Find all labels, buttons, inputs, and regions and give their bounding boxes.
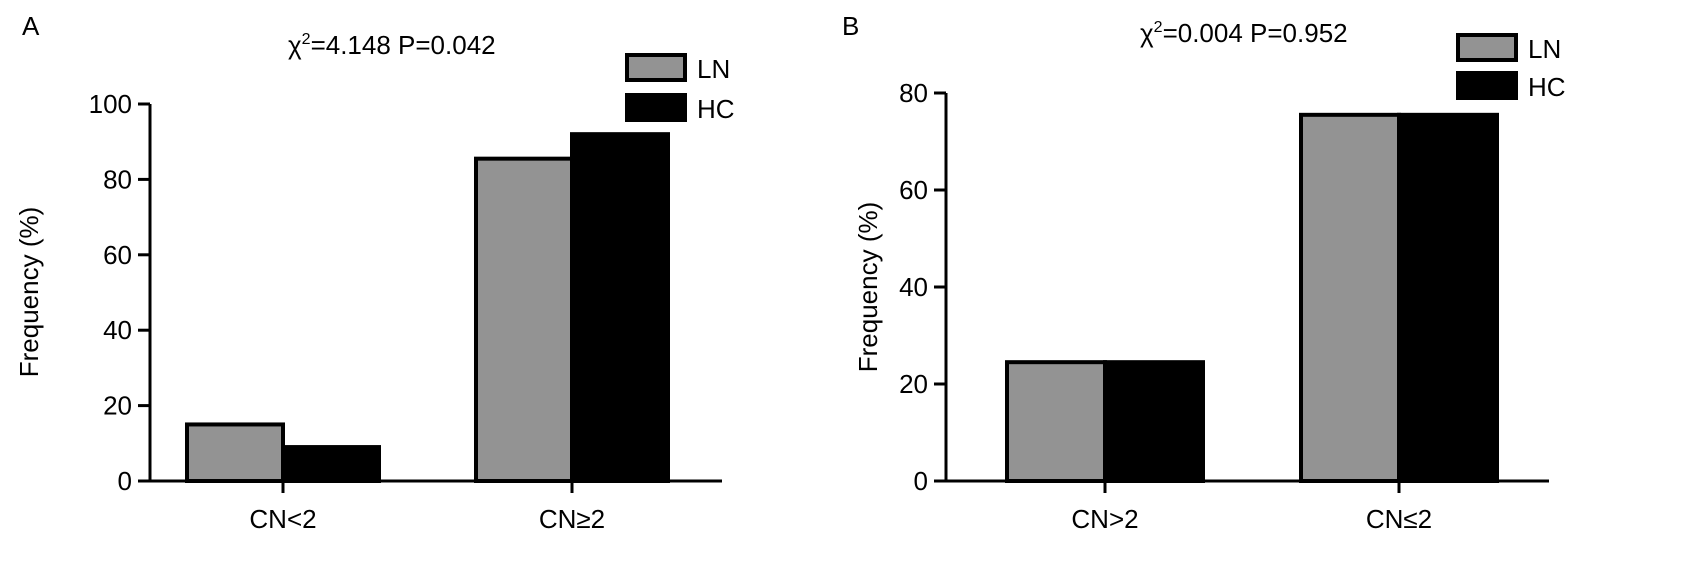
y-tick-label: 80 — [899, 78, 928, 108]
bar-ln-2 — [474, 156, 574, 483]
statistic-values: =0.004 P=0.952 — [1163, 18, 1348, 48]
legend-swatch-hc — [1456, 71, 1518, 100]
x-category-label: CN<2 — [249, 504, 316, 534]
y-axis-title: Frequency (%) — [14, 207, 44, 378]
legend-swatch-ln — [1456, 33, 1518, 62]
chi-symbol: χ — [1140, 18, 1154, 48]
legend-label-ln: LN — [697, 54, 730, 84]
legend-swatch-hc — [625, 93, 687, 122]
chi-superscript: 2 — [1154, 19, 1163, 36]
y-tick-label: 100 — [89, 89, 132, 119]
panel-label: A — [22, 11, 40, 41]
legend-label-hc: HC — [1528, 72, 1566, 102]
y-tick-label: 60 — [899, 175, 928, 205]
legend-swatch-ln — [625, 53, 687, 82]
y-tick-label: 0 — [914, 466, 928, 496]
bar-ln-2 — [1299, 112, 1401, 483]
bar-hc-2 — [1397, 112, 1499, 483]
x-category-label: CN>2 — [1071, 504, 1138, 534]
legend-label-hc: HC — [697, 94, 735, 124]
panel-label: B — [842, 11, 859, 41]
bar-hc-1 — [1103, 360, 1205, 483]
y-tick-label: 40 — [899, 272, 928, 302]
legend-label-ln: LN — [1528, 34, 1561, 64]
y-axis-title: Frequency (%) — [853, 202, 883, 373]
y-tick-label: 60 — [103, 240, 132, 270]
chart-panel-a: Aχ2=4.148 P=0.042 0 20 40 60 80 100 Frequency (… — [14, 11, 735, 534]
chi-symbol: χ — [288, 30, 302, 60]
bar-hc-1 — [281, 445, 381, 484]
x-category-label: CN≥2 — [539, 504, 605, 534]
x-category-label: CN≤2 — [1366, 504, 1432, 534]
y-tick-label: 0 — [118, 466, 132, 496]
bar-hc-2 — [570, 132, 670, 483]
y-tick-label: 20 — [103, 391, 132, 421]
bar-ln-1 — [185, 422, 285, 484]
chi-superscript: 2 — [302, 31, 311, 48]
statistic-annotation: χ2=0.004 P=0.952 — [1140, 18, 1348, 48]
y-tick-label: 80 — [103, 164, 132, 194]
bar-ln-1 — [1005, 360, 1107, 483]
statistic-values: =4.148 P=0.042 — [311, 30, 496, 60]
statistic-annotation: χ2=4.148 P=0.042 — [288, 30, 496, 60]
y-tick-label: 20 — [899, 369, 928, 399]
legend: LN HC — [1456, 33, 1566, 102]
y-tick-label: 40 — [103, 315, 132, 345]
legend: LN HC — [625, 53, 735, 124]
